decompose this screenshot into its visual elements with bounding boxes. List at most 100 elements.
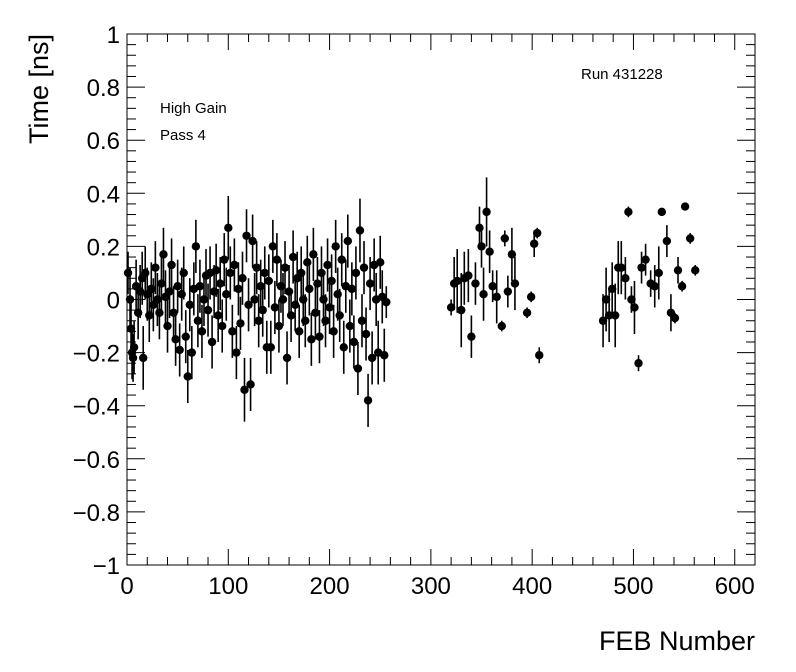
data-point	[181, 310, 190, 364]
data-point	[477, 225, 486, 268]
point-marker	[240, 385, 249, 394]
data-point	[691, 264, 700, 276]
point-marker	[351, 268, 361, 278]
point-marker	[347, 284, 357, 294]
data-point	[254, 294, 263, 348]
point-marker	[175, 345, 184, 355]
point-marker	[353, 364, 363, 373]
point-marker	[171, 335, 180, 344]
data-point	[282, 331, 292, 385]
data-point	[297, 246, 306, 300]
point-marker	[123, 268, 133, 278]
x-tick-label: 400	[512, 573, 552, 600]
data-point	[621, 257, 630, 300]
point-marker	[299, 295, 308, 304]
data-point	[327, 254, 336, 308]
point-marker	[323, 260, 332, 270]
data-point	[207, 315, 217, 369]
data-point	[195, 259, 205, 313]
point-marker	[177, 289, 186, 299]
point-marker	[183, 372, 192, 381]
point-marker	[141, 268, 150, 278]
data-point	[230, 238, 239, 292]
point-marker	[317, 268, 326, 278]
y-tick-label: −0.4	[73, 394, 120, 421]
point-marker	[337, 255, 346, 264]
data-point	[339, 320, 348, 374]
data-point	[485, 230, 494, 273]
data-point	[197, 304, 207, 358]
data-point	[359, 241, 369, 295]
data-point	[157, 257, 166, 311]
point-marker	[477, 242, 486, 251]
point-marker	[220, 255, 229, 264]
data-point	[213, 288, 223, 342]
data-point	[315, 310, 324, 364]
point-marker	[284, 287, 294, 296]
point-marker	[657, 207, 667, 217]
data-point	[246, 357, 255, 412]
point-marker	[236, 319, 245, 328]
data-point	[467, 315, 476, 358]
data-point	[634, 355, 643, 372]
data-point	[376, 235, 385, 289]
data-point	[624, 206, 633, 218]
data-point	[260, 246, 269, 300]
data-point	[303, 235, 312, 289]
point-marker	[153, 295, 162, 304]
point-marker	[503, 287, 513, 296]
data-point	[343, 214, 353, 268]
y-tick-label: −0.8	[73, 500, 120, 527]
point-marker	[187, 348, 197, 357]
point-marker	[673, 266, 683, 275]
data-point	[353, 341, 363, 396]
data-point	[492, 270, 501, 324]
data-point	[446, 299, 456, 316]
data-point	[284, 264, 294, 319]
data-point	[479, 267, 488, 321]
point-marker	[145, 311, 154, 320]
data-point	[617, 241, 626, 295]
data-point	[185, 278, 194, 332]
data-point	[662, 225, 672, 258]
point-marker	[297, 268, 306, 278]
point-marker	[601, 295, 611, 304]
data-point	[125, 267, 135, 332]
point-marker	[497, 321, 506, 331]
data-point	[250, 272, 259, 327]
point-marker	[365, 279, 375, 288]
data-point	[173, 259, 182, 313]
point-marker	[256, 282, 265, 291]
point-marker	[147, 284, 156, 294]
point-marker	[228, 327, 237, 336]
data-point	[266, 320, 276, 374]
point-marker	[479, 289, 488, 299]
data-point	[211, 243, 221, 297]
point-marker	[670, 313, 680, 323]
point-marker	[457, 305, 466, 315]
point-marker	[211, 266, 221, 275]
data-point	[497, 320, 506, 332]
data-point	[457, 272, 466, 348]
point-marker	[129, 343, 139, 352]
point-marker	[307, 335, 316, 344]
data-point	[280, 241, 290, 295]
point-marker	[315, 332, 324, 341]
data-point	[226, 246, 235, 300]
data-point	[183, 349, 192, 404]
y-tick-label: −1	[93, 553, 120, 580]
data-point	[654, 246, 663, 300]
data-point	[347, 262, 357, 316]
point-marker	[197, 327, 207, 336]
y-tick-label: 0.6	[87, 128, 120, 155]
point-marker	[482, 207, 491, 217]
point-marker	[181, 332, 190, 341]
point-marker	[238, 274, 247, 283]
data-point	[378, 270, 387, 324]
data-point	[313, 257, 322, 311]
data-point	[159, 227, 168, 281]
point-marker	[222, 289, 231, 299]
x-tick-label: 500	[613, 573, 653, 600]
point-marker	[355, 226, 365, 235]
